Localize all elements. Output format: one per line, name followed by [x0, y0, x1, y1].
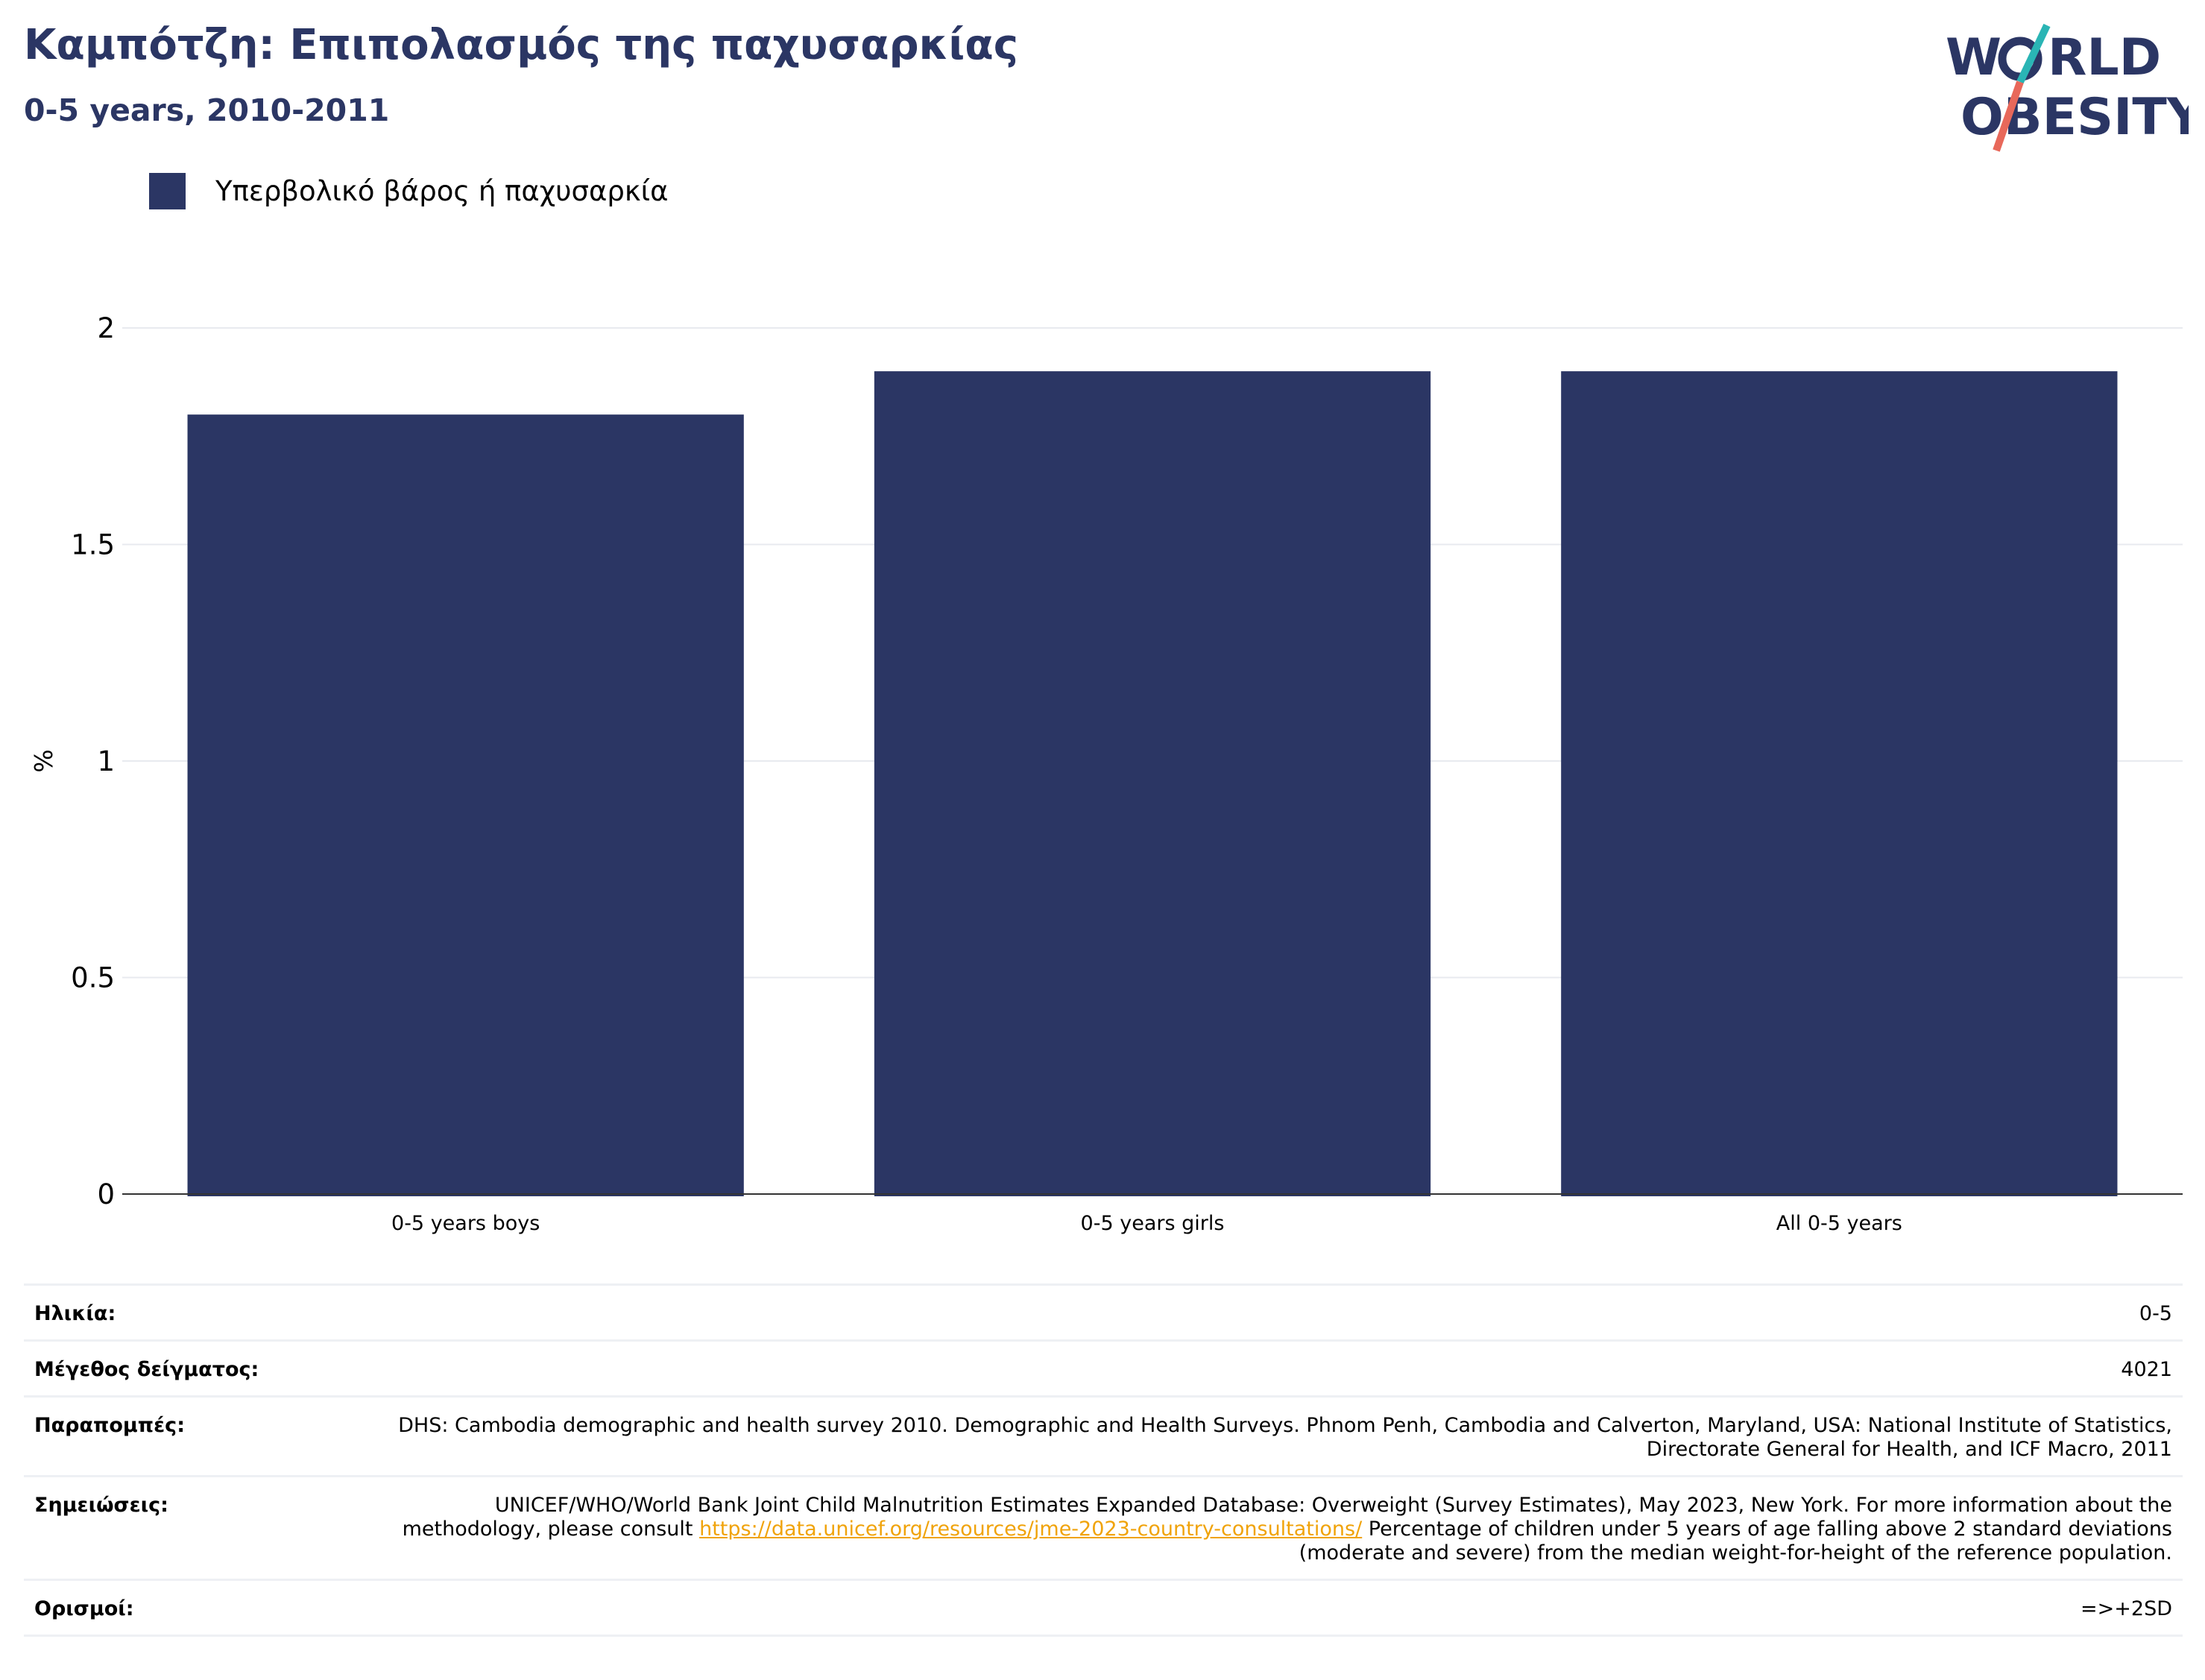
meta-value: =>+2SD: [358, 1579, 2183, 1637]
logo-slash-teal: [2016, 23, 2051, 84]
notes-text-2: Percentage of children under 5 years of …: [1299, 1518, 2172, 1564]
meta-row-definitions: Ορισμοί: =>+2SD: [24, 1579, 2183, 1637]
x-tick-label: 0-5 years boys: [391, 1212, 540, 1235]
bar[interactable]: [1561, 371, 2118, 1197]
y-tick-label: 0: [97, 1178, 115, 1210]
y-axis-label: %: [29, 749, 58, 772]
meta-key: Μέγεθος δείγματος:: [24, 1339, 358, 1397]
legend-label: Υπερβολικό βάρος ή παχυσαρκία: [215, 175, 669, 207]
metadata-table: Ηλικία: 0-5 Μέγεθος δείγματος: 4021 Παρα…: [24, 1283, 2183, 1637]
y-tick-label: 0.5: [71, 962, 115, 994]
meta-key: Ορισμοί:: [24, 1579, 358, 1637]
meta-key: Παραπομπές:: [24, 1395, 358, 1477]
meta-value: 4021: [358, 1339, 2183, 1397]
world-obesity-logo: W RLD OBESITY: [1946, 23, 2189, 152]
page-title: Καμπότζη: Επιπολασμός της παχυσαρκίας: [24, 21, 1018, 69]
logo-slash-coral: [1993, 80, 2024, 152]
meta-value: DHS: Cambodia demographic and health sur…: [358, 1395, 2183, 1477]
notes-text: UNICEF/WHO/World Bank Joint Child Malnut…: [402, 1494, 2172, 1541]
methodology-link[interactable]: https://data.unicef.org/resources/jme-20…: [699, 1518, 1363, 1541]
y-tick-label: 1: [97, 745, 115, 777]
chart-legend: Υπερβολικό βάρος ή παχυσαρκία: [149, 173, 669, 209]
meta-row-age: Ηλικία: 0-5: [24, 1283, 2183, 1341]
bar[interactable]: [874, 371, 1431, 1197]
y-tick-label: 1.5: [71, 529, 115, 561]
y-tick-label: 2: [97, 312, 115, 344]
x-tick-label: 0-5 years girls: [1081, 1212, 1225, 1235]
legend-swatch: [149, 173, 186, 209]
meta-value: UNICEF/WHO/World Bank Joint Child Malnut…: [358, 1475, 2183, 1580]
logo-word-obesity: OBESITY: [1960, 88, 2189, 147]
meta-value: 0-5: [358, 1283, 2183, 1341]
meta-row-sample: Μέγεθος δείγματος: 4021: [24, 1339, 2183, 1397]
bar[interactable]: [187, 414, 744, 1197]
x-tick-label: All 0-5 years: [1776, 1212, 1902, 1235]
page-subtitle: 0-5 years, 2010-2011: [24, 92, 390, 128]
bar-chart: 0 0.5 1 1.5 2 0-5 years boys 0-5 years girls Al…: [29, 312, 2183, 1235]
logo-word-world: W RLD: [1946, 28, 2161, 87]
meta-row-references: Παραπομπές: DHS: Cambodia demographic an…: [24, 1395, 2183, 1477]
meta-key: Ηλικία:: [24, 1283, 358, 1341]
meta-row-notes: Σημειώσεις: UNICEF/WHO/World Bank Joint …: [24, 1475, 2183, 1580]
meta-key: Σημειώσεις:: [24, 1475, 358, 1580]
